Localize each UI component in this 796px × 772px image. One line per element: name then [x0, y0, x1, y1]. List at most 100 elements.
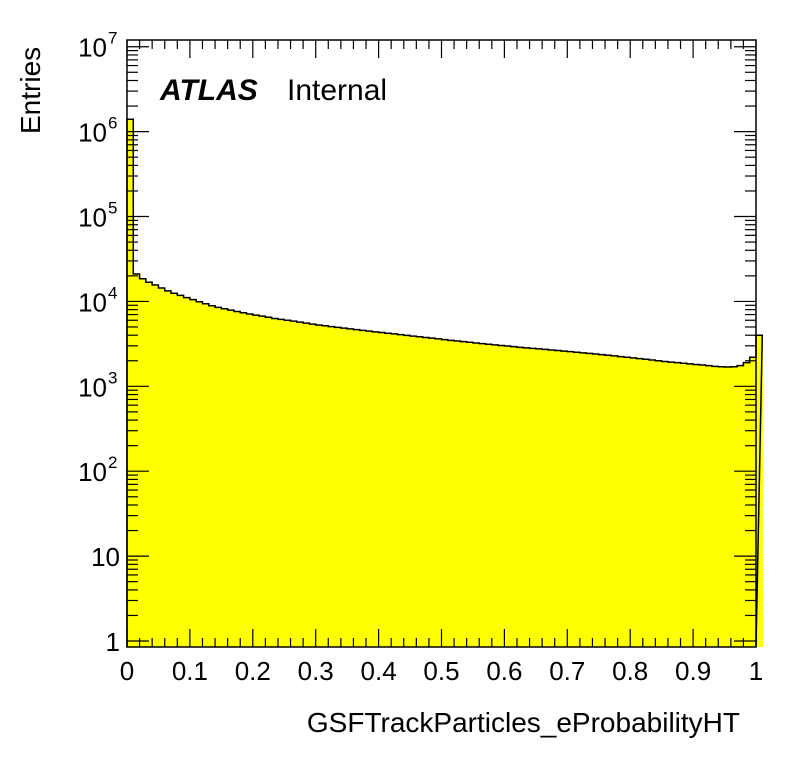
- histogram-bar: [240, 312, 248, 647]
- y-tick-exponent: 2: [108, 453, 117, 472]
- histogram-bar: [152, 285, 160, 647]
- histogram-bar: [504, 346, 512, 647]
- histogram-bar: [479, 343, 487, 647]
- x-tick-label: 0.2: [235, 656, 271, 686]
- atlas-label: ATLAS: [159, 74, 258, 107]
- histogram-bar: [686, 363, 694, 647]
- histogram-bar: [674, 362, 682, 647]
- histogram-bar: [655, 360, 663, 647]
- histogram-outline: [126, 118, 764, 648]
- y-tick-exponent: 6: [108, 114, 117, 133]
- histogram-bar: [567, 351, 575, 647]
- histogram-bar: [642, 359, 650, 647]
- histogram-bar: [605, 355, 612, 647]
- histogram-bar: [548, 349, 556, 647]
- x-tick-label: 0.4: [361, 656, 397, 686]
- histogram-bar: [215, 307, 222, 647]
- histogram-bar: [705, 365, 713, 647]
- histogram-bar: [730, 366, 738, 647]
- histogram-bar: [196, 301, 204, 647]
- histogram-bar: [334, 327, 342, 647]
- histogram-bar: [617, 356, 625, 647]
- y-tick-label: 10: [78, 118, 107, 148]
- y-tick-label: 10: [78, 457, 107, 487]
- histogram-bar: [573, 352, 581, 647]
- histogram-bar: [397, 334, 405, 647]
- histogram-bar: [592, 354, 600, 647]
- histogram-bar: [403, 335, 411, 647]
- x-tick-label: 1: [749, 656, 763, 686]
- x-tick-label: 0.9: [675, 656, 711, 686]
- histogram-bar: [498, 345, 505, 647]
- histogram-bar: [372, 331, 380, 647]
- histogram-bar: [485, 344, 493, 647]
- x-tick-labels: 0 0.1 0.2 0.3 0.4 0.5 0.6 0.7 0.8 0.9 1: [120, 656, 763, 686]
- histogram-bar: [139, 278, 147, 647]
- histogram-bar: [454, 340, 461, 647]
- histogram-bar: [246, 314, 254, 647]
- y-tick-label: 1: [106, 627, 120, 657]
- histogram-bar: [516, 347, 524, 647]
- histogram-bar: [542, 349, 550, 647]
- x-axis-title: GSFTrackParticles_eProbabilityHT: [307, 707, 740, 738]
- internal-label: Internal: [287, 74, 387, 107]
- histogram-bar: [561, 351, 568, 647]
- histogram-bar: [460, 341, 468, 647]
- histogram-bar: [127, 119, 134, 647]
- histogram-bar: [378, 332, 386, 647]
- histogram-bar: [510, 346, 518, 647]
- histogram-bar: [202, 303, 210, 647]
- histogram-bar: [366, 331, 373, 647]
- histogram-bar: [535, 348, 543, 647]
- histogram-bar: [611, 355, 619, 647]
- y-tick-exponent: 4: [108, 283, 117, 302]
- histogram-bar: [693, 364, 700, 647]
- y-tick-label: 10: [78, 287, 107, 317]
- histogram-bar: [158, 287, 166, 647]
- histogram-bar: [309, 324, 317, 647]
- histogram-bar: [145, 282, 153, 647]
- histogram-bar: [133, 274, 141, 647]
- histogram-bars: [127, 119, 763, 647]
- histogram-bar: [737, 365, 745, 647]
- x-axis-ticks: [126, 40, 757, 647]
- y-tick-label: 10: [78, 372, 107, 402]
- x-tick-label: 0.8: [612, 656, 648, 686]
- histogram-bar: [711, 366, 719, 647]
- x-tick-label: 0.1: [172, 656, 208, 686]
- histogram-bar: [227, 310, 235, 647]
- histogram-bar: [472, 342, 480, 647]
- histogram-bar: [447, 340, 455, 647]
- histogram-bar: [491, 344, 499, 647]
- histogram-bar: [296, 322, 304, 647]
- y-axis-ticks: [127, 46, 756, 642]
- y-tick-label: 10: [91, 542, 120, 572]
- histogram-bar: [221, 308, 229, 647]
- histogram-bar: [177, 295, 185, 647]
- histogram-bar: [271, 318, 279, 647]
- histogram-bar: [384, 333, 392, 647]
- histogram-bar: [259, 316, 266, 647]
- histogram-bar: [416, 336, 424, 647]
- y-axis-title: Entries: [15, 47, 46, 134]
- histogram-bar: [183, 297, 191, 647]
- histogram-bar: [353, 329, 361, 647]
- histogram-bar: [422, 337, 430, 647]
- x-tick-label: 0.6: [486, 656, 522, 686]
- histogram-bar: [435, 338, 443, 647]
- y-tick-label: 10: [78, 33, 107, 63]
- histogram-bar: [277, 319, 285, 647]
- histogram-bar: [586, 353, 594, 647]
- y-tick-exponent: 5: [108, 199, 117, 218]
- histogram-bar: [164, 290, 172, 647]
- histogram-bar: [347, 328, 355, 647]
- x-tick-label: 0.3: [298, 656, 334, 686]
- histogram-bar: [554, 350, 562, 647]
- histogram-bar: [699, 365, 707, 647]
- y-tick-exponent: 3: [108, 368, 117, 387]
- histogram-bar: [523, 347, 531, 647]
- histogram-bar: [529, 348, 537, 647]
- x-tick-label: 0.5: [423, 656, 459, 686]
- histogram-bar: [428, 338, 436, 647]
- histogram-bar: [321, 325, 329, 647]
